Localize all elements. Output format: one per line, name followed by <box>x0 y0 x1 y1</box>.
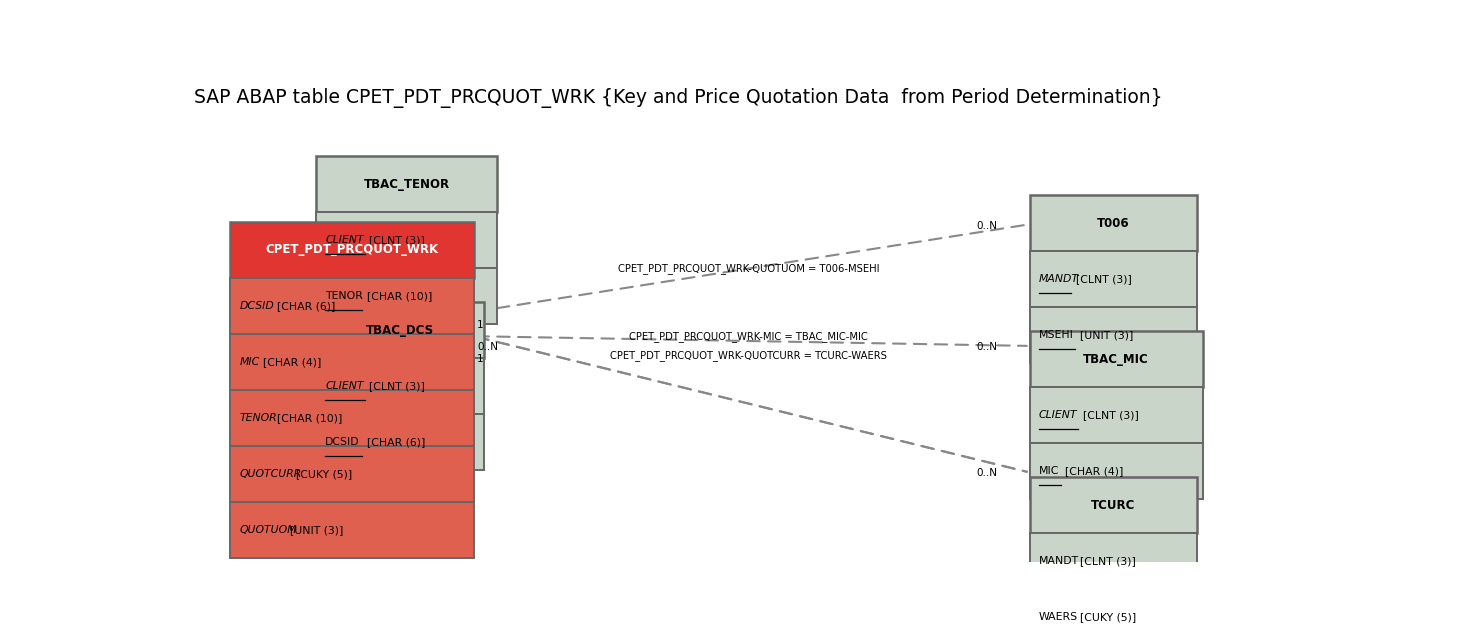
Text: TBAC_MIC: TBAC_MIC <box>1083 353 1148 366</box>
Text: [CHAR (10)]: [CHAR (10)] <box>276 413 342 423</box>
FancyBboxPatch shape <box>231 390 473 446</box>
FancyBboxPatch shape <box>1030 443 1202 499</box>
Text: CPET_PDT_PRCQUOT_WRK-QUOTCURR = TCURC-WAERS: CPET_PDT_PRCQUOT_WRK-QUOTCURR = TCURC-WA… <box>611 350 887 361</box>
Text: CLIENT: CLIENT <box>1039 410 1077 420</box>
FancyBboxPatch shape <box>1030 387 1202 443</box>
FancyBboxPatch shape <box>231 502 473 557</box>
Text: [CLNT (3)]: [CLNT (3)] <box>370 381 425 391</box>
FancyBboxPatch shape <box>316 414 484 470</box>
Text: [CUKY (5)]: [CUKY (5)] <box>1080 612 1137 623</box>
Text: TBAC_DCS: TBAC_DCS <box>365 324 434 337</box>
Text: DCSID: DCSID <box>240 301 275 311</box>
Text: 0..N: 0..N <box>977 468 998 478</box>
Text: DCSID: DCSID <box>326 437 359 447</box>
Text: CPET_PDT_PRCQUOT_WRK-MIC = TBAC_MIC-MIC: CPET_PDT_PRCQUOT_WRK-MIC = TBAC_MIC-MIC <box>630 331 868 342</box>
FancyBboxPatch shape <box>316 268 497 324</box>
FancyBboxPatch shape <box>1030 307 1197 363</box>
Text: CLIENT: CLIENT <box>326 381 364 391</box>
FancyBboxPatch shape <box>231 222 473 278</box>
Text: TBAC_TENOR: TBAC_TENOR <box>364 178 450 191</box>
Text: SAP ABAP table CPET_PDT_PRCQUOT_WRK {Key and Price Quotation Data  from Period D: SAP ABAP table CPET_PDT_PRCQUOT_WRK {Key… <box>194 88 1163 108</box>
Text: TCURC: TCURC <box>1091 499 1135 512</box>
Text: MIC: MIC <box>1039 466 1059 477</box>
FancyBboxPatch shape <box>316 358 484 414</box>
Text: [CHAR (6)]: [CHAR (6)] <box>276 301 335 311</box>
Text: [CHAR (4)]: [CHAR (4)] <box>263 356 321 367</box>
Text: [CLNT (3)]: [CLNT (3)] <box>370 235 425 245</box>
FancyBboxPatch shape <box>1030 331 1202 387</box>
FancyBboxPatch shape <box>1030 589 1197 632</box>
FancyBboxPatch shape <box>1030 477 1197 533</box>
FancyBboxPatch shape <box>1030 533 1197 589</box>
Text: T006: T006 <box>1097 217 1129 229</box>
Text: CPET_PDT_PRCQUOT_WRK: CPET_PDT_PRCQUOT_WRK <box>266 243 438 257</box>
Text: TENOR: TENOR <box>240 413 278 423</box>
Text: QUOTCURR: QUOTCURR <box>240 469 301 478</box>
FancyBboxPatch shape <box>231 334 473 390</box>
Text: [CLNT (3)]: [CLNT (3)] <box>1075 274 1132 284</box>
Text: 1: 1 <box>476 320 484 330</box>
Text: 0..N: 0..N <box>977 342 998 352</box>
Text: CPET_PDT_PRCQUOT_WRK-QUOTUOM = T006-MSEHI: CPET_PDT_PRCQUOT_WRK-QUOTUOM = T006-MSEH… <box>618 263 880 274</box>
Text: CLIENT: CLIENT <box>326 235 364 245</box>
Text: [CHAR (4)]: [CHAR (4)] <box>1065 466 1124 477</box>
Text: WAERS: WAERS <box>1039 612 1078 623</box>
Text: MIC: MIC <box>240 356 260 367</box>
FancyBboxPatch shape <box>316 212 497 268</box>
FancyBboxPatch shape <box>231 278 473 334</box>
Text: [CUKY (5)]: [CUKY (5)] <box>297 469 352 478</box>
Text: 0..N: 0..N <box>977 221 998 231</box>
FancyBboxPatch shape <box>1030 251 1197 307</box>
Text: [UNIT (3)]: [UNIT (3)] <box>289 525 343 535</box>
Text: QUOTUOM: QUOTUOM <box>240 525 297 535</box>
Text: MANDT: MANDT <box>1039 556 1078 566</box>
Text: MANDT: MANDT <box>1039 274 1078 284</box>
Text: 1: 1 <box>476 354 484 364</box>
Text: [CHAR (6)]: [CHAR (6)] <box>367 437 425 447</box>
FancyBboxPatch shape <box>231 446 473 502</box>
FancyBboxPatch shape <box>316 302 484 358</box>
Text: 0..N: 0..N <box>476 343 498 353</box>
Text: [CLNT (3)]: [CLNT (3)] <box>1083 410 1138 420</box>
Text: [CHAR (10)]: [CHAR (10)] <box>367 291 432 301</box>
Text: [UNIT (3)]: [UNIT (3)] <box>1080 330 1134 340</box>
FancyBboxPatch shape <box>1030 195 1197 251</box>
Text: MSEHI: MSEHI <box>1039 330 1074 340</box>
Text: [CLNT (3)]: [CLNT (3)] <box>1080 556 1135 566</box>
Text: TENOR: TENOR <box>326 291 364 301</box>
FancyBboxPatch shape <box>316 156 497 212</box>
